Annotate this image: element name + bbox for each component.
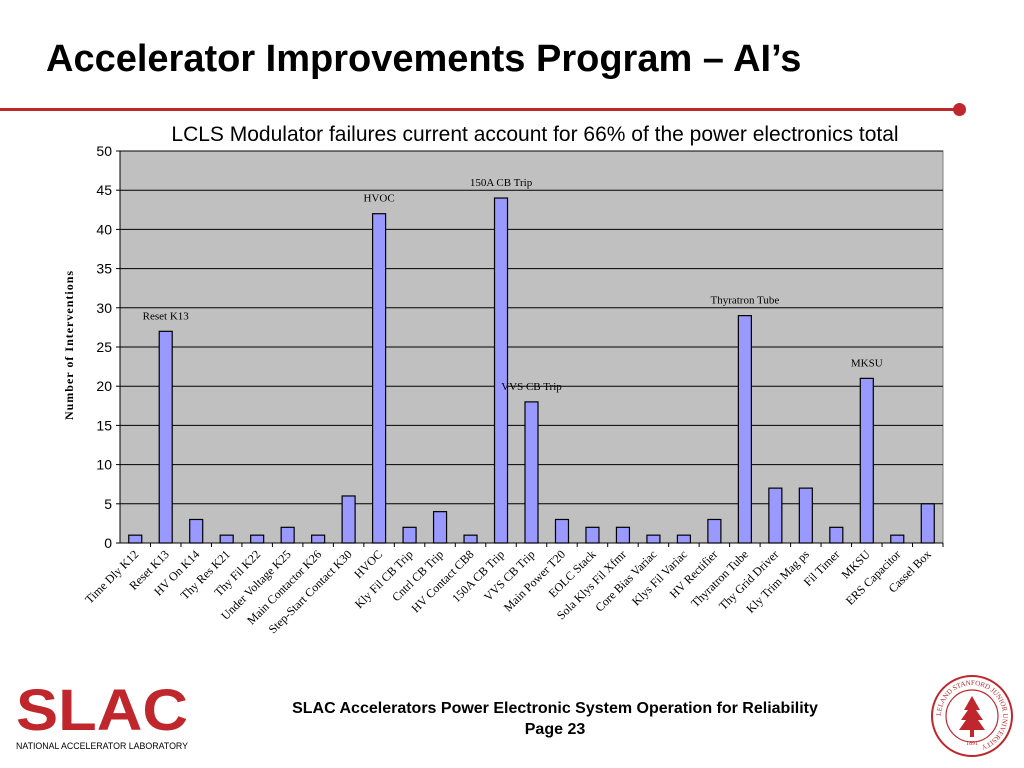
bar	[189, 518, 204, 544]
bar	[554, 518, 570, 544]
footer-page-number: Page 23	[524, 721, 586, 738]
bar	[920, 503, 935, 544]
bar	[585, 526, 600, 544]
y-tick-label: 20	[96, 378, 112, 394]
slide-title: Accelerator Improvements Program – AI’s	[46, 38, 802, 80]
y-tick-label: 0	[104, 535, 112, 551]
footer-title: SLAC Accelerators Power Electronic Syste…	[292, 700, 818, 717]
bar-annotation: Thyratron Tube	[710, 295, 779, 307]
y-tick-label: 35	[96, 261, 112, 277]
bar	[524, 401, 539, 544]
bar	[371, 213, 387, 544]
bar-annotation: HVOC	[364, 193, 395, 205]
slac-logo-subtext: NATIONAL ACCELERATOR LABORATORY	[16, 741, 188, 751]
bar	[707, 518, 722, 544]
bar	[676, 534, 692, 544]
y-tick-label: 10	[96, 457, 112, 473]
bar	[402, 526, 417, 544]
bar	[341, 495, 356, 544]
bar-annotation: VVS CB Trip	[501, 381, 562, 393]
bar-annotation: MKSU	[851, 357, 883, 369]
slide-subtitle: LCLS Modulator failures current account …	[171, 123, 899, 146]
seal-year: 1891	[966, 741, 978, 747]
bar	[311, 534, 326, 544]
bar-annotation: Reset K13	[143, 310, 190, 322]
bar	[890, 534, 905, 544]
stanford-seal-icon: LELAND STANFORD JUNIOR UNIVERSITY 1891	[931, 675, 1013, 757]
bar	[463, 534, 478, 544]
bar	[250, 534, 265, 544]
bar	[432, 511, 448, 544]
slac-logo: SLAC NATIONAL ACCELERATOR LABORATORY	[16, 686, 188, 751]
y-tick-label: 15	[96, 417, 112, 433]
bar	[280, 526, 295, 544]
y-tick-label: 5	[104, 496, 112, 512]
y-tick-label: 45	[96, 182, 112, 198]
bar	[829, 526, 844, 544]
bar	[158, 330, 173, 544]
y-tick-label: 25	[96, 339, 112, 355]
bar	[859, 377, 874, 544]
bar	[128, 534, 143, 544]
y-tick-label: 50	[96, 143, 112, 159]
y-axis-label: Number of Interventions	[62, 270, 76, 420]
footer: SLAC Accelerators Power Electronic Syste…	[215, 698, 895, 740]
bar	[219, 534, 234, 544]
bar	[493, 197, 509, 544]
bar-annotation: 150A CB Trip	[470, 177, 533, 189]
title-rule-dot	[953, 103, 966, 116]
bar	[646, 534, 661, 544]
y-tick-label: 30	[96, 300, 112, 316]
bar	[768, 487, 783, 544]
bar	[615, 526, 631, 544]
y-tick-label: 40	[96, 221, 112, 237]
title-rule	[0, 108, 958, 111]
bar	[798, 487, 813, 544]
slac-logo-wordmark: SLAC	[16, 686, 188, 743]
bar	[737, 315, 752, 544]
